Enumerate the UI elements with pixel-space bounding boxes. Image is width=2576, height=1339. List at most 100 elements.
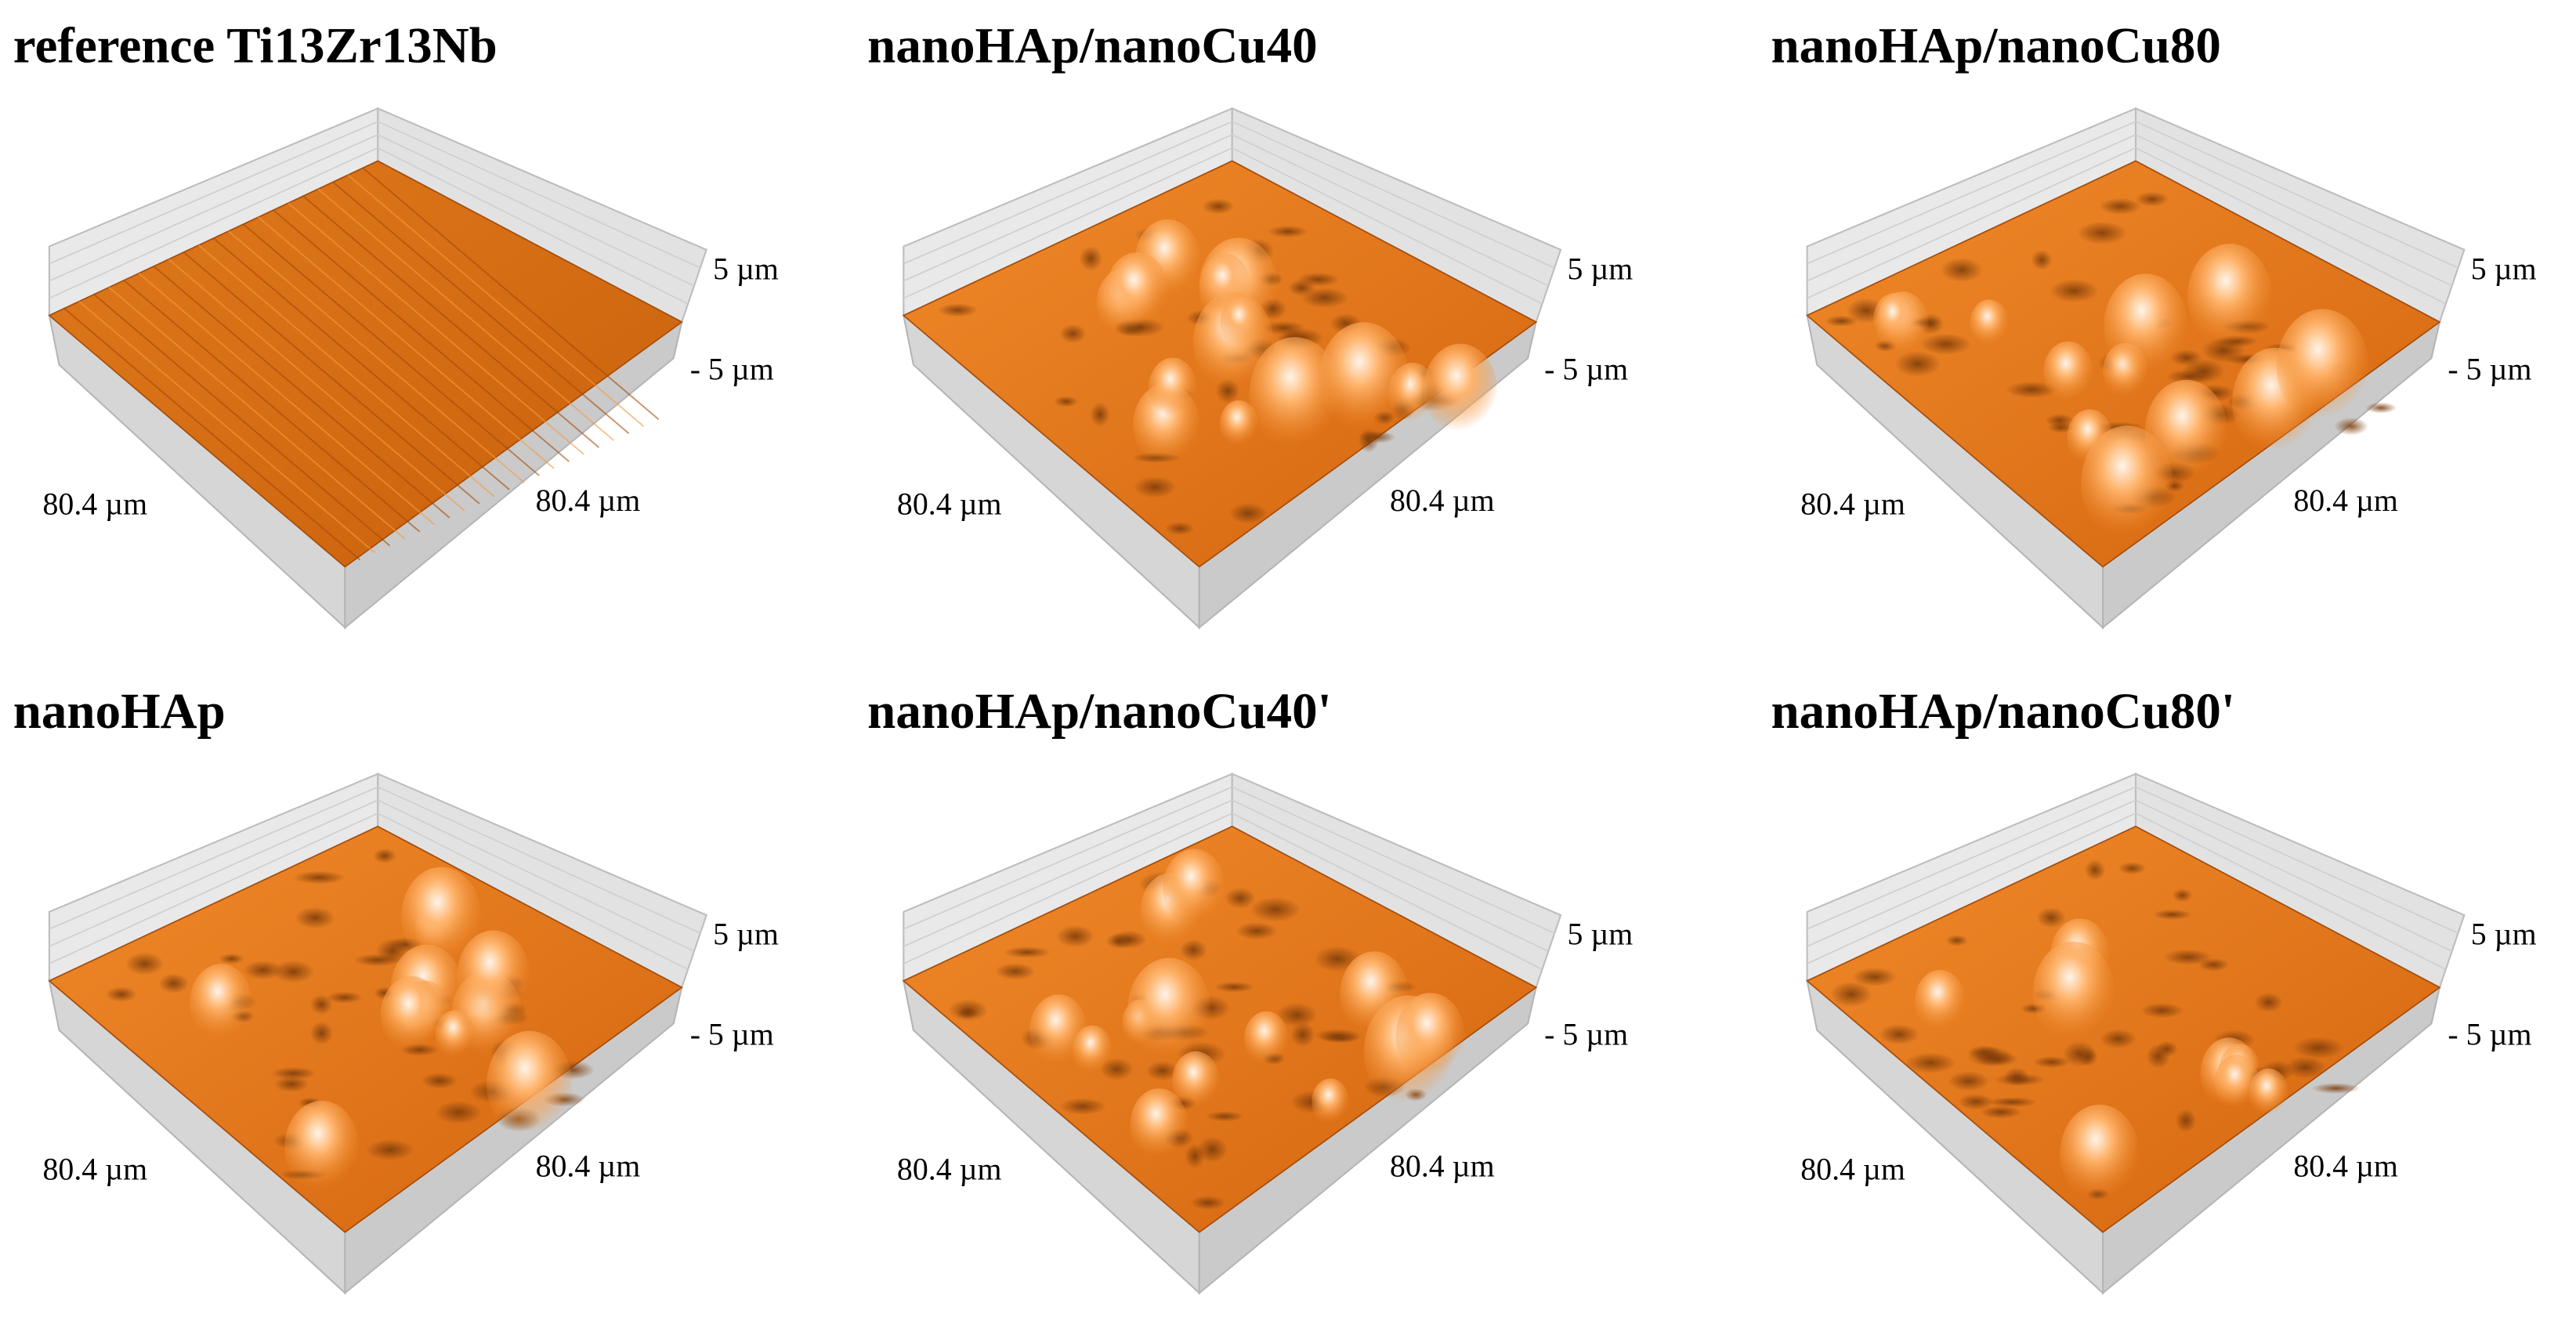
surface-peak: [1319, 322, 1409, 435]
surface-pit: [2254, 992, 2283, 1013]
surface-stripe: [273, 209, 570, 462]
surface-stripe: [362, 167, 660, 421]
surface-pit: [1225, 887, 1256, 909]
wall-grid: [377, 147, 689, 305]
z-min-label: - 5 µm: [2448, 1017, 2531, 1052]
x-size-label: 80.4 µm: [43, 486, 148, 521]
surface-pit: [1053, 396, 1079, 407]
surface-pit: [1236, 922, 1278, 940]
x-size-label: 80.4 µm: [1800, 486, 1905, 521]
surface-pit: [2284, 1056, 2327, 1079]
panel: nanoHAp/nanoCu80 5 µm - 5 µm 80.4 µm 80.4 µm: [1771, 18, 2537, 630]
x-size-label: 80.4 µm: [897, 486, 1002, 521]
surface-pit: [2100, 1029, 2137, 1049]
surface-peak: [401, 867, 482, 967]
surface-pit: [1105, 932, 1133, 950]
wall-grid: [49, 121, 378, 265]
wall-grid: [1232, 147, 1543, 305]
surface-stripe: [197, 244, 495, 498]
surface-peak: [1163, 849, 1225, 928]
surface-stripe: [63, 307, 361, 561]
wall-grid: [49, 812, 378, 964]
surface-pit: [1290, 1022, 1315, 1048]
surface-pit: [309, 1021, 334, 1045]
wall-grid: [903, 147, 1233, 299]
z-max-label: 5 µm: [2471, 251, 2537, 286]
wall-grid: [1232, 786, 1555, 934]
surface-pit: [1214, 981, 1255, 993]
wall-grid: [903, 799, 1233, 947]
surface-pit: [1228, 502, 1268, 524]
surface-peak: [2187, 244, 2272, 349]
surface-pit: [2165, 369, 2212, 384]
surface-peak: [1312, 1078, 1350, 1126]
surface-stripe: [153, 266, 450, 519]
y-size-label: 80.4 µm: [2293, 1148, 2398, 1183]
wall-grid: [1807, 134, 2136, 282]
wall-grid: [2135, 147, 2447, 305]
surface-pit: [1145, 1061, 1179, 1081]
surface-peak: [1249, 337, 1341, 452]
surface-stripe: [78, 300, 376, 554]
surface-peak: [1219, 400, 1258, 448]
surface-peak: [1395, 993, 1465, 1080]
surface-pit: [1940, 257, 1983, 283]
surface-pit: [2005, 381, 2058, 399]
surface-pit: [353, 954, 402, 967]
wall-grid: [903, 786, 1233, 930]
surface-stripe: [317, 188, 615, 441]
z-min-label: - 5 µm: [1544, 1017, 1628, 1052]
surface: [902, 825, 1538, 1233]
surface-peak: [2276, 309, 2369, 425]
wall-grid: [1807, 121, 2136, 265]
surface-stripe: [93, 294, 391, 547]
surface-stripe: [212, 237, 510, 490]
surface-peak: [487, 1030, 573, 1138]
surface-stripe: [347, 174, 645, 427]
surface-pit: [2311, 1083, 2361, 1094]
surface-pit: [293, 870, 346, 885]
surface-pit: [2032, 1055, 2071, 1069]
surface-peak: [1915, 969, 1966, 1033]
surface-pit: [2003, 1067, 2030, 1087]
wall-grid: [1807, 799, 2136, 947]
x-size-label: 80.4 µm: [1800, 1152, 1905, 1187]
surface-pit: [1079, 245, 1103, 271]
surface-pit: [1947, 1071, 1990, 1091]
z-min-label: - 5 µm: [2448, 351, 2531, 386]
wall-grid: [2135, 786, 2458, 934]
surface-pit: [243, 960, 283, 980]
panel-title: nanoHAp: [13, 683, 226, 740]
wall-grid: [1807, 812, 2136, 964]
wall-grid: [1232, 134, 1549, 287]
surface-pit: [2084, 859, 2106, 881]
surface-pit: [1134, 476, 1177, 498]
surface-pit: [1967, 1046, 2013, 1067]
z-min-label: - 5 µm: [690, 351, 774, 386]
surface-stripe: [332, 181, 630, 434]
surface-pit: [1829, 981, 1873, 1008]
wall-grid: [1232, 799, 1549, 952]
surface-stripe: [168, 259, 465, 512]
surface-peak: [1424, 343, 1497, 436]
surface-pit: [1185, 1143, 1206, 1169]
y-size-label: 80.4 µm: [536, 483, 641, 518]
surface-pit: [2292, 1037, 2344, 1059]
surface-pit: [1059, 324, 1087, 344]
surface-peak: [2032, 941, 2115, 1044]
surface: [1806, 825, 2441, 1233]
surface-pit: [2334, 417, 2368, 436]
surface-pit: [2077, 221, 2128, 244]
wall-grid: [1232, 121, 1555, 269]
surface-peak: [2081, 425, 2173, 541]
surface-pit: [2364, 402, 2397, 414]
surface-stripe: [138, 273, 436, 526]
panel: reference Ti13Zr13Nb 5 µm - 5 µm 80.4 µm 80.…: [13, 18, 779, 630]
surface-pit: [1179, 939, 1207, 961]
surface-peak: [2043, 341, 2093, 404]
z-min-label: - 5 µm: [1544, 351, 1628, 386]
surface-pit: [1090, 402, 1110, 427]
surface-peak: [1873, 292, 1916, 346]
